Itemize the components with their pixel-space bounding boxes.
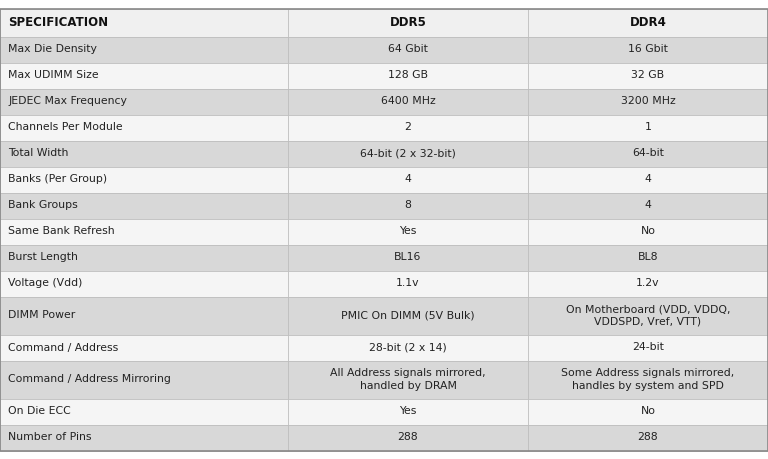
Text: Command / Address: Command / Address [8, 342, 118, 353]
Bar [528, 425, 768, 450]
Text: Burst Length: Burst Length [8, 252, 78, 263]
Text: 24-bit: 24-bit [632, 342, 664, 353]
Text: DDR4: DDR4 [630, 16, 667, 29]
Text: 2: 2 [405, 123, 412, 133]
Bar [528, 245, 768, 270]
Text: Banks (Per Group): Banks (Per Group) [8, 174, 107, 185]
Text: 3200 MHz: 3200 MHz [621, 96, 675, 106]
Text: Yes: Yes [399, 226, 417, 236]
Text: 128 GB: 128 GB [388, 71, 428, 80]
Bar [288, 335, 528, 360]
Bar [288, 9, 528, 37]
Bar [0, 9, 288, 37]
Bar [0, 218, 288, 245]
Text: 28-bit (2 x 14): 28-bit (2 x 14) [369, 342, 447, 353]
Bar [528, 335, 768, 360]
Text: SPECIFICATION: SPECIFICATION [8, 16, 108, 29]
Bar [0, 37, 288, 62]
Text: 1.1v: 1.1v [396, 279, 420, 289]
Bar [528, 62, 768, 89]
Bar [528, 297, 768, 335]
Bar [288, 297, 528, 335]
Bar [528, 218, 768, 245]
Bar [0, 89, 288, 114]
Text: 1: 1 [644, 123, 651, 133]
Text: 4: 4 [644, 201, 651, 211]
Text: Max Die Density: Max Die Density [8, 45, 97, 55]
Text: Voltage (Vdd): Voltage (Vdd) [8, 279, 82, 289]
Text: DDR5: DDR5 [389, 16, 426, 29]
Bar [0, 360, 288, 398]
Text: 6400 MHz: 6400 MHz [381, 96, 435, 106]
Bar [528, 270, 768, 297]
Bar [288, 114, 528, 140]
Bar [0, 167, 288, 192]
Text: 64-bit (2 x 32-bit): 64-bit (2 x 32-bit) [360, 149, 456, 158]
Bar [0, 114, 288, 140]
Bar [528, 140, 768, 167]
Bar [528, 114, 768, 140]
Bar [0, 270, 288, 297]
Bar [0, 140, 288, 167]
Bar [528, 360, 768, 398]
Bar [288, 425, 528, 450]
Text: Channels Per Module: Channels Per Module [8, 123, 123, 133]
Text: 4: 4 [644, 174, 651, 185]
Text: 4: 4 [405, 174, 412, 185]
Bar [288, 245, 528, 270]
Bar [0, 192, 288, 218]
Bar [0, 398, 288, 425]
Text: Total Width: Total Width [8, 149, 68, 158]
Text: 1.2v: 1.2v [636, 279, 660, 289]
Bar [288, 218, 528, 245]
Bar [288, 37, 528, 62]
Text: 8: 8 [405, 201, 412, 211]
Bar [0, 425, 288, 450]
Text: 64 Gbit: 64 Gbit [388, 45, 428, 55]
Bar [288, 360, 528, 398]
Text: Some Address signals mirrored,
handles by system and SPD: Some Address signals mirrored, handles b… [561, 368, 735, 391]
Bar [528, 37, 768, 62]
Text: DIMM Power: DIMM Power [8, 310, 75, 320]
Bar [0, 335, 288, 360]
Text: 32 GB: 32 GB [631, 71, 664, 80]
Bar [0, 245, 288, 270]
Text: No: No [641, 407, 656, 416]
Bar [528, 89, 768, 114]
Bar [288, 140, 528, 167]
Text: Max UDIMM Size: Max UDIMM Size [8, 71, 98, 80]
Text: 64-bit: 64-bit [632, 149, 664, 158]
Text: Command / Address Mirroring: Command / Address Mirroring [8, 375, 170, 385]
Text: Bank Groups: Bank Groups [8, 201, 78, 211]
Bar [0, 297, 288, 335]
Text: 288: 288 [398, 432, 419, 442]
Bar [288, 89, 528, 114]
Text: 288: 288 [637, 432, 658, 442]
Text: JEDEC Max Frequency: JEDEC Max Frequency [8, 96, 127, 106]
Text: All Address signals mirrored,
handled by DRAM: All Address signals mirrored, handled by… [330, 368, 486, 391]
Bar [288, 192, 528, 218]
Bar [528, 192, 768, 218]
Text: Number of Pins: Number of Pins [8, 432, 91, 442]
Bar [288, 62, 528, 89]
Text: On Motherboard (VDD, VDDQ,
VDDSPD, Vref, VTT): On Motherboard (VDD, VDDQ, VDDSPD, Vref,… [566, 304, 730, 327]
Bar [288, 270, 528, 297]
Text: Yes: Yes [399, 407, 417, 416]
Bar [288, 398, 528, 425]
Text: On Die ECC: On Die ECC [8, 407, 71, 416]
Bar [528, 9, 768, 37]
Text: 16 Gbit: 16 Gbit [628, 45, 668, 55]
Text: BL8: BL8 [637, 252, 658, 263]
Text: No: No [641, 226, 656, 236]
Text: BL16: BL16 [394, 252, 422, 263]
Text: PMIC On DIMM (5V Bulk): PMIC On DIMM (5V Bulk) [341, 310, 475, 320]
Text: Same Bank Refresh: Same Bank Refresh [8, 226, 114, 236]
Bar [528, 167, 768, 192]
Bar [288, 167, 528, 192]
Bar [528, 398, 768, 425]
Bar [0, 62, 288, 89]
